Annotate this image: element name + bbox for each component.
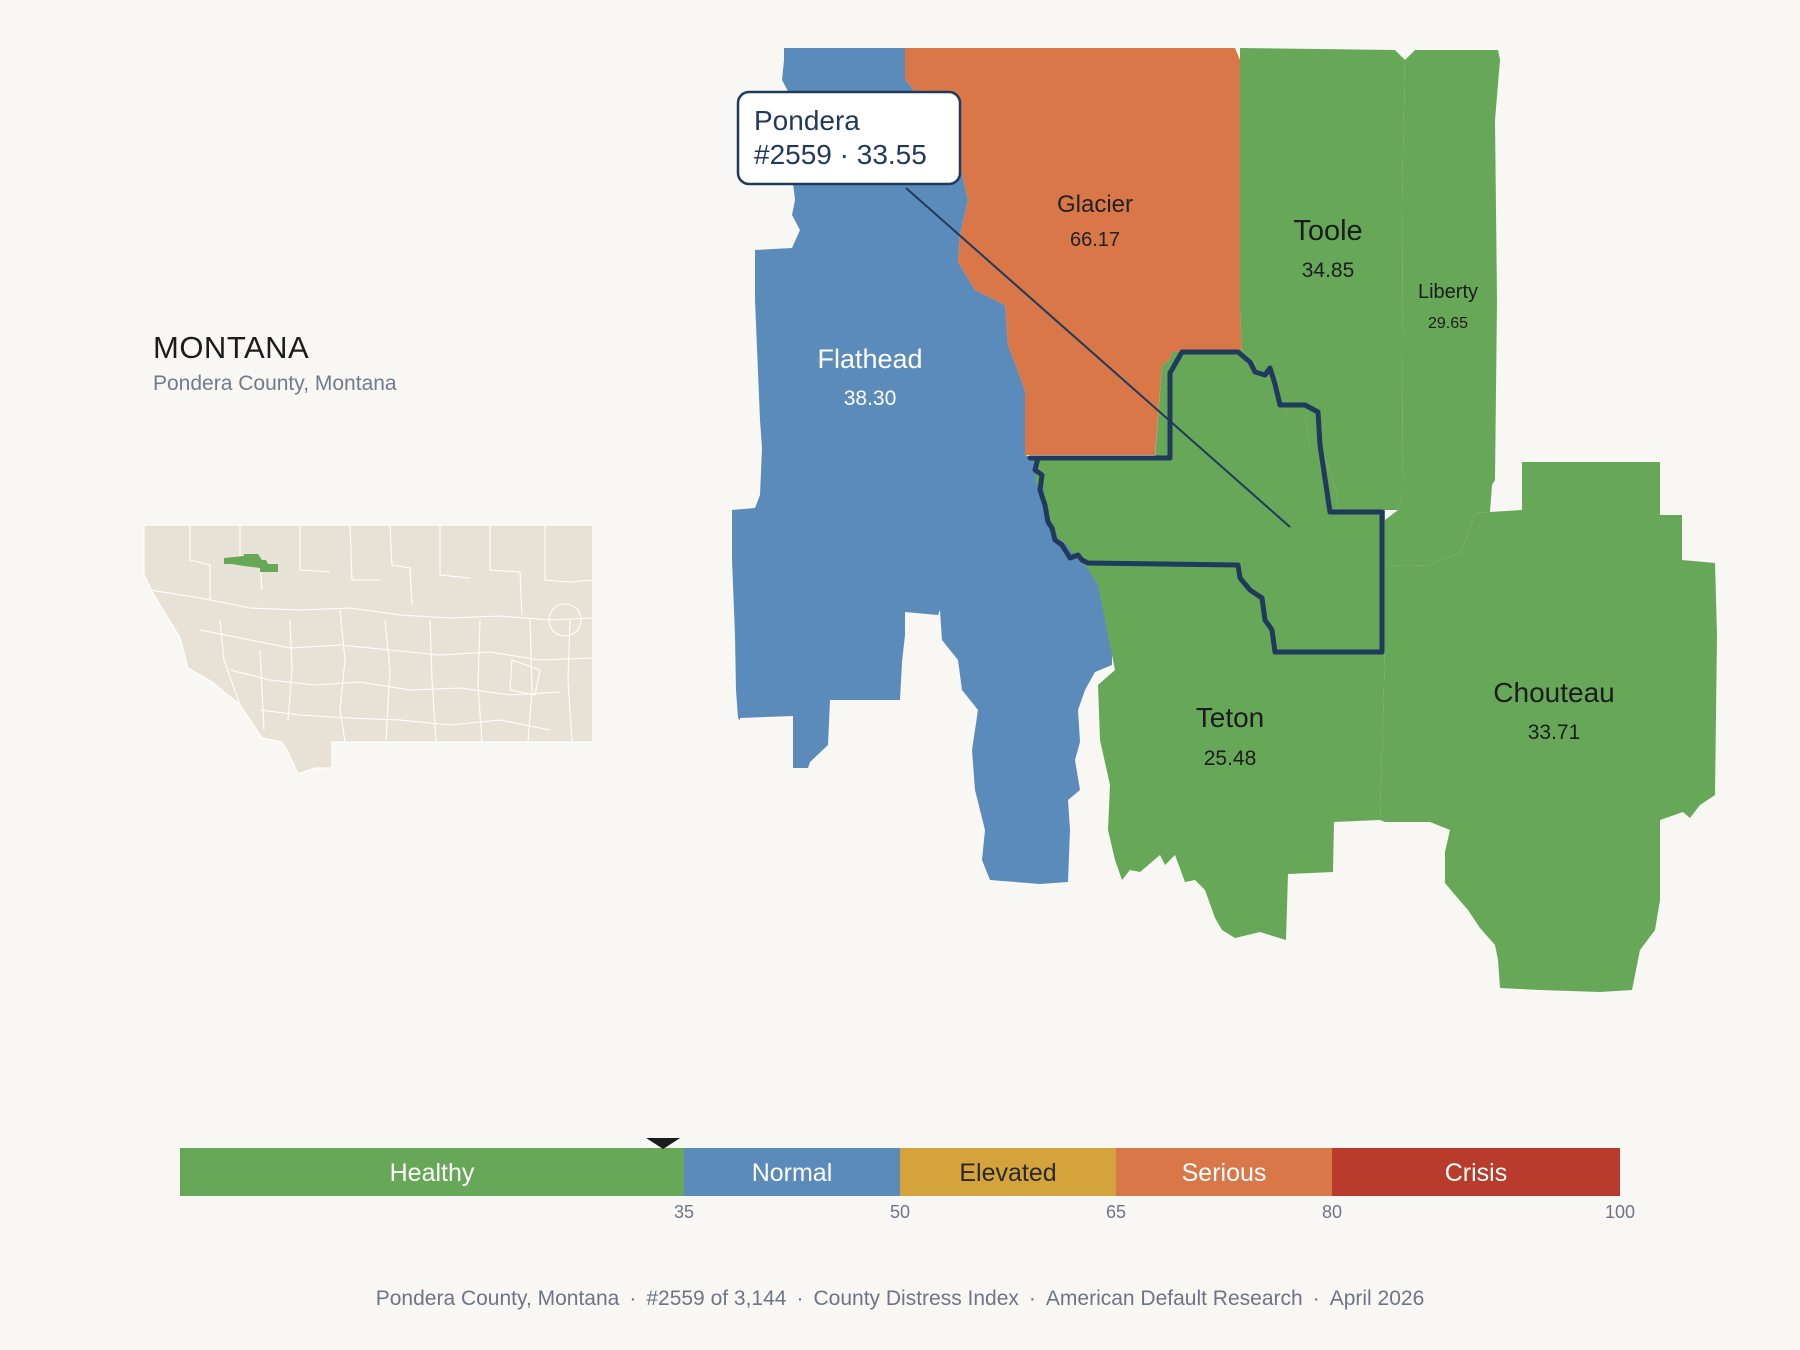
county-glacier[interactable] [905,48,1242,455]
county-value-chouteau: 33.71 [1528,721,1581,744]
callout-county-name: Pondera [754,105,860,136]
callout-leader-line [905,187,1291,528]
county-liberty[interactable] [1385,50,1500,566]
legend-label-crisis: Crisis [1445,1159,1508,1187]
legend-segment-serious [1116,1148,1332,1196]
county-value-teton: 25.48 [1204,747,1257,770]
legend-tick-65: 65 [1106,1202,1126,1222]
county-value-flathead: 38.30 [844,387,897,410]
state-subtitle: Pondera County, Montana [153,372,397,395]
state-locator-map [143,524,594,775]
legend-tick-50: 50 [890,1202,910,1222]
legend-segment-healthy [180,1148,684,1196]
county-label-toole: Toole [1293,215,1362,247]
county-flathead[interactable] [732,48,1112,884]
legend-label-normal: Normal [752,1159,833,1187]
legend-tick-100: 100 [1605,1202,1635,1222]
county-chouteau[interactable] [1380,462,1717,992]
inset-county-lines [149,524,594,743]
footer-org: American Default Research [1045,1287,1303,1310]
state-outline [143,524,594,775]
legend-segment-elevated [900,1148,1116,1196]
footer-county: Pondera County, Montana [375,1287,620,1310]
county-value-liberty: 29.65 [1428,315,1468,332]
county-toole[interactable] [1240,48,1405,520]
distress-legend: Healthy Normal Elevated Serious Crisis 35 50 6… [180,1138,1635,1222]
county-label-teton: Teton [1196,702,1265,733]
pondera-highlight-outline [1027,349,1385,655]
footer-date: April 2026 [1329,1287,1425,1310]
footer-rank: #2559 of 3,144 [646,1287,787,1310]
state-title: MONTANA [153,330,310,365]
county-value-toole: 34.85 [1302,259,1355,282]
county-label-glacier: Glacier [1057,191,1133,218]
legend-marker-icon [646,1138,681,1149]
footer: Pondera County, Montana · #2559 of 3,144 · C… [375,1287,1425,1310]
county-label-liberty: Liberty [1418,281,1478,303]
legend-label-elevated: Elevated [959,1159,1056,1187]
inset-highlight-pondera [224,554,278,572]
legend-segment-normal [684,1148,900,1196]
county-label-chouteau: Chouteau [1493,677,1614,708]
legend-segment-crisis [1332,1148,1620,1196]
callout-rank-score: #2559 · 33.55 [754,139,927,170]
callout-box[interactable] [736,90,962,186]
county-label-flathead: Flathead [817,344,922,374]
county-value-glacier: 66.17 [1070,229,1120,251]
legend-tick-35: 35 [674,1202,694,1222]
county-map: Flathead 38.30 Glacier 66.17 Toole 34.85… [732,48,1717,992]
legend-label-healthy: Healthy [390,1159,475,1187]
legend-label-serious: Serious [1182,1159,1267,1187]
county-teton[interactable] [1085,563,1385,940]
legend-tick-80: 80 [1322,1202,1342,1222]
county-pondera[interactable] [1030,350,1385,652]
footer-index-name: County Distress Index [813,1287,1019,1310]
